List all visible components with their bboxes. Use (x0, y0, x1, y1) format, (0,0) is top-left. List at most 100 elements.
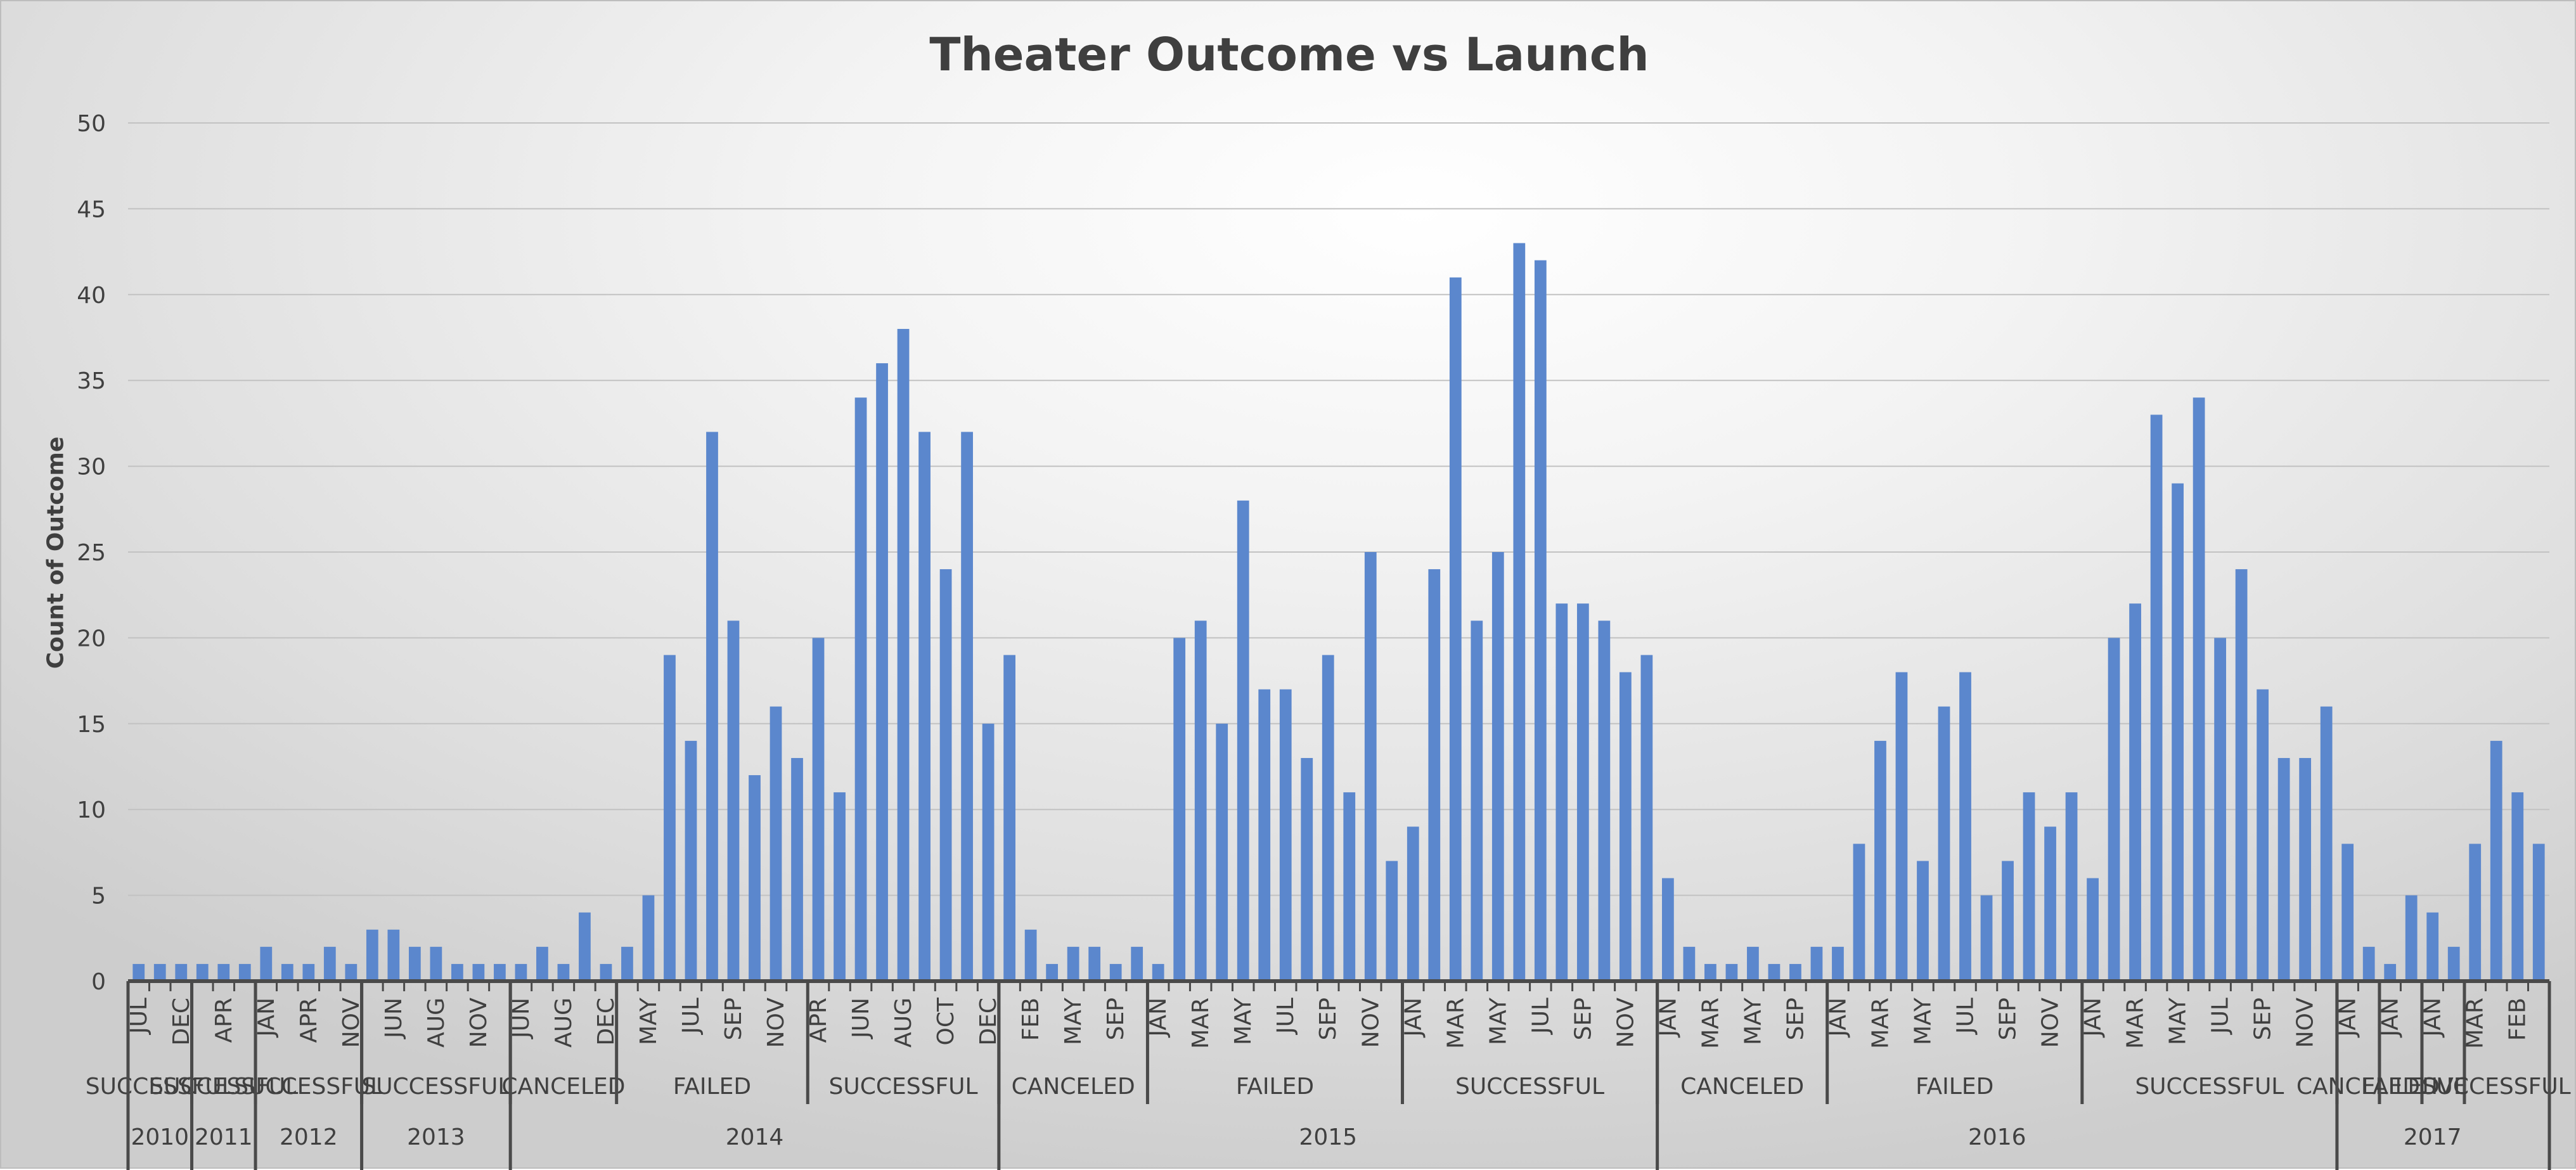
bar (2044, 826, 2056, 981)
bar (1003, 655, 1015, 981)
bar (791, 757, 803, 981)
bar (706, 432, 718, 981)
bar (1810, 946, 1823, 981)
bar (1959, 672, 1971, 981)
bar (536, 946, 548, 981)
month-label: SEP (2250, 998, 2276, 1040)
month-label: AUG (423, 998, 449, 1048)
bar (770, 706, 782, 981)
bar (1216, 723, 1228, 981)
bar (1046, 963, 1059, 981)
month-label: SEP (1315, 998, 1341, 1040)
month-label: JAN (1145, 998, 1171, 1038)
bar (2447, 946, 2460, 981)
month-label: MAY (2165, 997, 2191, 1045)
outcome-label: CANCELED (501, 1074, 625, 1100)
bar (1471, 620, 1483, 981)
month-label: MAY (1485, 997, 1511, 1045)
month-label: MAR (1443, 998, 1469, 1049)
month-label: JAN (1655, 998, 1681, 1038)
bar (2214, 638, 2226, 981)
outcome-label: FAILED (2362, 1074, 2440, 1100)
outcome-label: SUCCESSFUL (234, 1074, 383, 1100)
y-axis-ticks: 0 5 10 15 20 25 30 35 40 45 50 (77, 111, 106, 995)
bar (727, 620, 740, 981)
month-label: JAN (2378, 998, 2404, 1038)
year-labels: 2010 2011 2012 2013 2014 2015 2016 2017 (126, 981, 2551, 1170)
y-tick-label: 10 (77, 797, 106, 823)
month-label: MAY (1230, 997, 1256, 1045)
bars (132, 243, 2545, 982)
bar (1513, 243, 1526, 981)
bar (494, 963, 506, 981)
bar (2129, 603, 2141, 981)
bar (1938, 706, 1950, 981)
y-tick-label: 50 (77, 111, 106, 137)
bar (1555, 603, 1568, 981)
bar (1704, 963, 1716, 981)
month-label: SEP (1995, 998, 2021, 1040)
bar (387, 929, 400, 981)
year-label: 2013 (407, 1124, 465, 1150)
month-label: DEC (169, 998, 195, 1046)
y-tick-label: 20 (77, 626, 106, 652)
bar (1619, 672, 1632, 981)
bar (2065, 792, 2078, 981)
bar (2405, 895, 2418, 981)
bar (260, 946, 273, 981)
month-label: JUL (1953, 998, 1979, 1035)
bar (834, 792, 846, 981)
month-label: JUL (126, 998, 152, 1035)
bar (2426, 912, 2439, 981)
bar (345, 963, 357, 981)
bar (2172, 483, 2184, 981)
month-label: NOV (466, 998, 492, 1048)
bar (2150, 415, 2163, 981)
bar (2257, 689, 2269, 981)
bar (2532, 844, 2545, 981)
bar (217, 963, 230, 981)
bar (2023, 792, 2035, 981)
month-label: APR (296, 998, 322, 1043)
outcome-label: SUCCESSFUL (1455, 1074, 1604, 1100)
month-label: JUL (1528, 998, 1554, 1035)
bar (1237, 500, 1249, 981)
bar (2341, 844, 2354, 981)
month-labels: JUL DEC APR JAN APR NOV JUN AUG NOV JUN AUG DEC MAY J… (126, 997, 2531, 1049)
month-label: MAR (1188, 998, 1214, 1049)
bar (1491, 552, 1504, 981)
bar (1449, 277, 1462, 982)
bar (2490, 740, 2502, 981)
bar (600, 963, 612, 981)
bar (579, 912, 591, 981)
month-label: JAN (254, 998, 280, 1038)
bar (1598, 620, 1611, 981)
y-tick-label: 5 (91, 884, 106, 910)
outcome-label: FAILED (673, 1074, 751, 1100)
month-label: APR (211, 998, 237, 1043)
month-label: JUN (508, 998, 534, 1039)
bar (1832, 946, 1844, 981)
month-label: SEP (721, 998, 747, 1040)
month-label: MAR (1697, 998, 1723, 1049)
bar (1152, 963, 1164, 981)
bar (1853, 844, 1865, 981)
bar (1088, 946, 1101, 981)
bar (664, 655, 676, 981)
month-label: NOV (2038, 998, 2064, 1048)
bar (961, 432, 973, 981)
month-label: JAN (1825, 998, 1851, 1038)
year-label: 2015 (1299, 1124, 1357, 1150)
bar (408, 946, 421, 981)
bar (1428, 569, 1441, 981)
bar (1024, 929, 1037, 981)
year-label: 2016 (1968, 1124, 2026, 1150)
bar (939, 569, 952, 981)
y-tick-label: 35 (77, 368, 106, 394)
chart-title: Theater Outcome vs Launch (929, 28, 1649, 81)
outcome-label: CANCELED (1680, 1074, 1804, 1100)
y-tick-label: 45 (77, 196, 106, 222)
bar (1067, 946, 1079, 981)
